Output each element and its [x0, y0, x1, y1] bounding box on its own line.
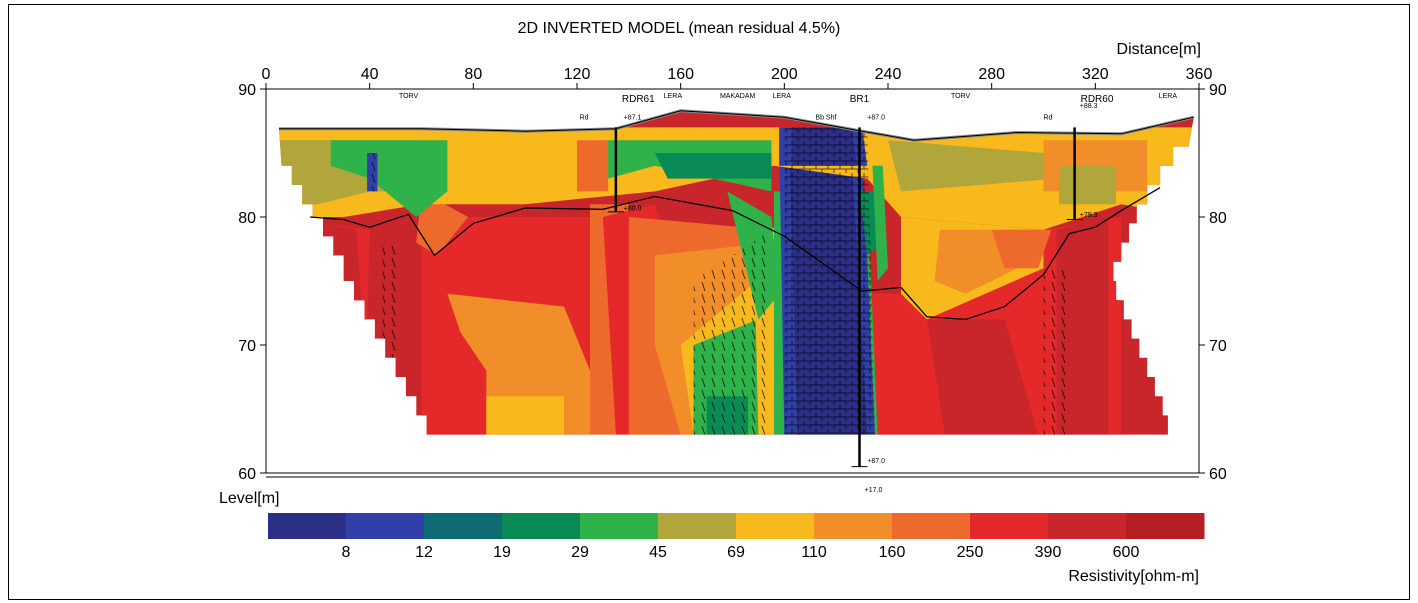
y-tick-label-left: 90 — [238, 82, 256, 99]
annotation-label: +79.3 — [1080, 212, 1098, 219]
colorbar-tick-label: 390 — [1035, 544, 1062, 561]
colorbar-label: Resistivity[ohm-m] — [1068, 568, 1199, 585]
colorbar-swatch — [424, 513, 503, 539]
x-tick-label: 200 — [771, 66, 798, 83]
y-tick-label-left: 80 — [238, 210, 256, 227]
colorbar-tick-label: 19 — [493, 544, 511, 561]
y-tick-label-right: 60 — [1209, 466, 1227, 483]
resistivity-section-figure: 2D INVERTED MODEL (mean residual 4.5%) D… — [219, 20, 1227, 585]
annotation-label: +17.0 — [865, 487, 883, 494]
colorbar-swatch — [502, 513, 581, 539]
x-tick-label: 120 — [564, 66, 591, 83]
x-tick-label: 240 — [875, 66, 902, 83]
colorbar-tick-label: 12 — [415, 544, 433, 561]
annotation-label: Rd — [580, 115, 589, 122]
brick-hatch-region — [784, 127, 875, 435]
resistivity-region — [654, 153, 772, 179]
y-tick-label-right: 80 — [1209, 210, 1227, 227]
borehole-label: RDR60 — [1081, 94, 1114, 105]
annotation-label: Bb Shf — [815, 115, 836, 122]
chart-title: 2D INVERTED MODEL (mean residual 4.5%) — [518, 20, 841, 37]
annotation-label: +88.3 — [1080, 103, 1098, 110]
colorbar-tick-label: 8 — [342, 544, 351, 561]
colorbar-swatch — [892, 513, 971, 539]
annotation-label: +80.0 — [624, 206, 642, 213]
colorbar-swatch — [736, 513, 815, 539]
resistivity-region — [416, 191, 469, 256]
hatch-region — [369, 153, 380, 192]
x-tick-label: 280 — [978, 66, 1005, 83]
resistivity-region — [1056, 217, 1109, 435]
section-overlays: RDR61 BR1 RDR60 TORV LERA MAKADAM LERA TORV LERA… — [279, 93, 1195, 494]
annotation-label: +87.0 — [867, 458, 885, 465]
colorbar-swatch — [814, 513, 893, 539]
resistivity-fill — [279, 110, 1194, 435]
colorbar-swatch — [580, 513, 659, 539]
colorbar-swatch — [1126, 513, 1205, 539]
colorbar-tick-label: 29 — [571, 544, 589, 561]
x-tick-label: 80 — [464, 66, 482, 83]
resistivity-region — [486, 396, 564, 435]
x-tick-label: 40 — [361, 66, 379, 83]
ground-surface-edge — [279, 110, 1194, 141]
colorbar-swatch — [1048, 513, 1127, 539]
x-tick-label: 0 — [262, 66, 271, 83]
geology-label: TORV — [399, 93, 419, 100]
resistivity-section — [279, 110, 1194, 435]
colorbar-tick-label: 160 — [879, 544, 906, 561]
resistivity-region — [926, 319, 1039, 435]
x-tick-label: 320 — [1082, 66, 1109, 83]
x-axis-label: Distance[m] — [1117, 41, 1201, 58]
colorbar-tick-label: 69 — [727, 544, 745, 561]
y-tick-label-right: 70 — [1209, 338, 1227, 355]
y-axis-label: Level[m] — [219, 490, 279, 507]
x-tick-label: 160 — [667, 66, 694, 83]
bedrock-interface-line — [310, 187, 1161, 321]
borehole-label: BR1 — [850, 94, 870, 105]
annotation-label: +87.0 — [867, 115, 885, 122]
resistivity-region — [1059, 165, 1117, 205]
figure-frame: 2D INVERTED MODEL (mean residual 4.5%) D… — [8, 4, 1410, 600]
geology-label: LERA — [1159, 93, 1178, 100]
hatch-region — [382, 242, 396, 435]
y-tick-label-left: 60 — [238, 466, 256, 483]
annotation-label: +87.1 — [624, 115, 642, 122]
resistivity-region — [888, 140, 1057, 192]
hatch-region — [1043, 268, 1070, 435]
geology-label: LERA — [664, 93, 683, 100]
y-tick-label-left: 70 — [238, 338, 256, 355]
geology-label: LERA — [773, 93, 792, 100]
geology-label: TORV — [951, 93, 971, 100]
resistivity-region — [991, 229, 1052, 269]
borehole-label: RDR61 — [622, 94, 655, 105]
colorbar-tick-label: 110 — [801, 544, 827, 561]
x-tick-label: 360 — [1186, 66, 1213, 83]
annotation-label: Rd — [1044, 115, 1053, 122]
resistivity-region — [872, 165, 888, 281]
colorbar: 8 12 19 29 45 69 110 160 250 390 600 — [268, 513, 1205, 561]
colorbar-swatch — [658, 513, 737, 539]
geology-label: MAKADAM — [720, 93, 756, 100]
colorbar-tick-label: 600 — [1113, 544, 1140, 561]
resistivity-region — [577, 140, 609, 192]
colorbar-tick-label: 45 — [649, 544, 667, 561]
colorbar-swatch — [268, 513, 347, 539]
colorbar-tick-label: 250 — [957, 544, 984, 561]
colorbar-swatch — [346, 513, 425, 539]
y-tick-label-right: 90 — [1209, 82, 1227, 99]
hatch-region — [693, 229, 772, 435]
colorbar-swatch — [970, 513, 1049, 539]
resistivity-region — [330, 140, 448, 217]
